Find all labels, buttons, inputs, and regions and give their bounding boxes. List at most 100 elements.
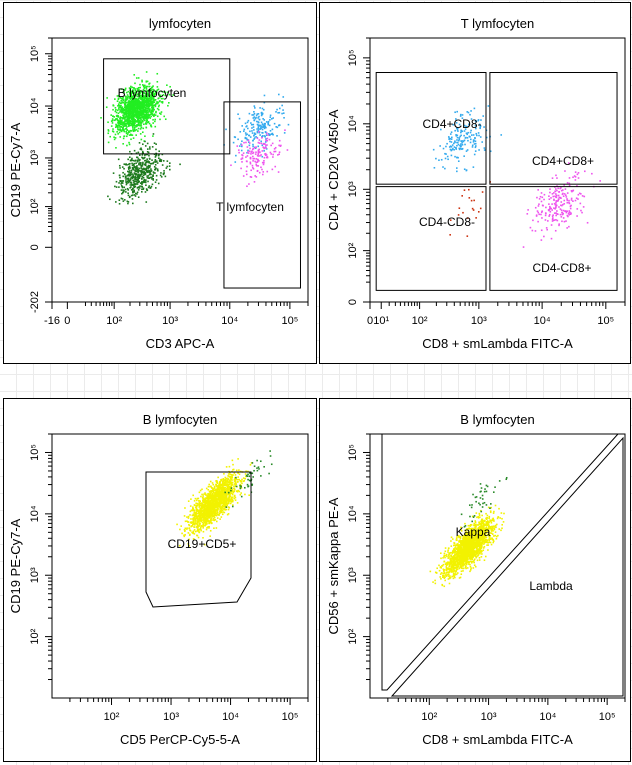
data-point <box>147 186 150 189</box>
x-tick-label: 10³ <box>163 711 179 723</box>
data-point <box>226 497 228 499</box>
data-point <box>454 129 456 132</box>
data-point <box>208 507 210 509</box>
data-point <box>157 108 160 111</box>
data-point <box>122 115 125 118</box>
data-point <box>224 476 227 479</box>
data-point <box>264 141 267 143</box>
data-point <box>267 134 269 136</box>
data-point <box>258 115 260 118</box>
data-point <box>565 196 568 198</box>
data-point <box>260 154 262 156</box>
data-point <box>145 114 147 117</box>
data-point <box>204 493 207 496</box>
data-point <box>219 507 222 510</box>
data-point <box>134 178 136 181</box>
data-point <box>209 495 212 497</box>
data-point <box>246 133 248 136</box>
data-point <box>202 520 205 522</box>
data-point <box>491 519 493 522</box>
data-point <box>207 504 210 507</box>
data-point <box>249 130 251 133</box>
data-point <box>222 486 224 489</box>
data-point <box>562 203 564 206</box>
data-point <box>142 150 144 153</box>
data-point <box>213 503 215 505</box>
data-point <box>139 167 141 170</box>
data-point <box>250 123 253 126</box>
data-point <box>555 206 557 209</box>
data-point <box>130 97 133 99</box>
data-point <box>194 506 197 508</box>
data-point <box>149 91 152 94</box>
data-point <box>198 502 201 504</box>
data-point <box>121 198 124 200</box>
data-point <box>251 150 253 153</box>
data-point <box>134 104 137 107</box>
data-point <box>143 157 145 160</box>
data-point <box>195 502 197 505</box>
data-point <box>202 518 204 521</box>
points-layer <box>432 105 601 248</box>
data-point <box>129 91 131 94</box>
data-point <box>199 509 202 512</box>
data-point <box>137 86 140 89</box>
series-1 <box>100 71 174 149</box>
data-point <box>142 187 145 190</box>
data-point <box>216 498 219 500</box>
data-point <box>151 146 154 148</box>
data-point <box>139 109 142 112</box>
data-point <box>140 97 143 99</box>
data-point <box>246 121 249 124</box>
data-point <box>127 118 130 121</box>
data-point <box>480 547 482 550</box>
data-point <box>258 468 260 470</box>
data-point <box>282 112 285 114</box>
data-point <box>222 505 225 508</box>
data-point <box>229 491 231 493</box>
data-point <box>125 114 128 117</box>
data-point <box>141 80 143 83</box>
x-tick-label: 10⁵ <box>282 711 299 723</box>
data-point <box>210 486 213 489</box>
data-point <box>137 104 140 106</box>
data-point <box>270 463 273 466</box>
data-point <box>263 143 266 145</box>
data-point <box>135 99 138 102</box>
data-point <box>192 519 195 521</box>
data-point <box>139 114 142 117</box>
data-point <box>138 107 140 109</box>
data-point <box>133 95 136 98</box>
data-point <box>145 167 148 170</box>
data-point <box>216 512 218 515</box>
data-point <box>126 200 129 203</box>
data-point <box>199 514 202 517</box>
data-point <box>127 95 130 98</box>
data-point <box>118 182 120 184</box>
data-point <box>212 489 214 492</box>
data-point <box>227 499 230 501</box>
data-point <box>152 99 155 102</box>
data-point <box>122 126 124 129</box>
data-point <box>208 511 210 513</box>
data-point <box>275 126 278 128</box>
data-point <box>150 102 152 105</box>
data-point <box>225 495 228 497</box>
data-point <box>460 131 462 134</box>
data-point <box>143 109 145 111</box>
data-point <box>577 193 580 196</box>
data-point <box>212 507 214 510</box>
data-point <box>577 172 580 174</box>
data-point <box>155 161 157 163</box>
data-point <box>267 133 270 135</box>
data-point <box>253 137 256 139</box>
data-point <box>568 211 571 214</box>
data-point <box>134 93 136 96</box>
data-point <box>183 535 186 538</box>
data-point <box>134 167 137 169</box>
data-point <box>229 482 232 485</box>
data-point <box>134 169 136 171</box>
data-point <box>195 505 198 508</box>
data-point <box>435 157 437 160</box>
data-point <box>251 127 253 129</box>
